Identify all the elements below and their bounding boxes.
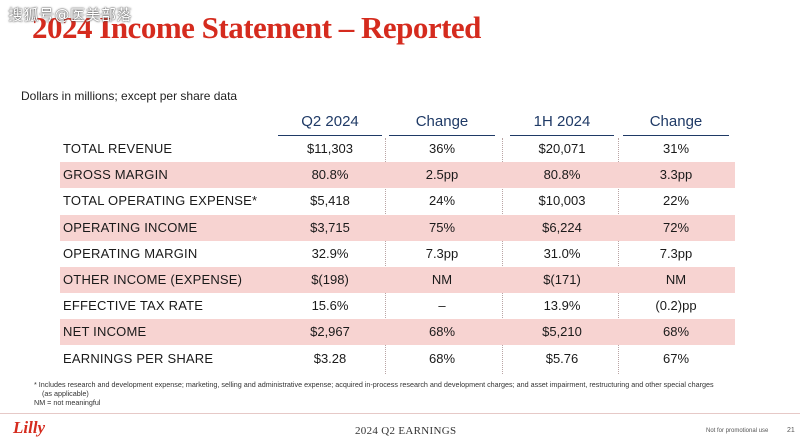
cell-q2-2024: 15.6% [311, 298, 349, 314]
cell-1h-change: 31% [662, 141, 690, 156]
row-label: TOTAL OPERATING EXPENSE* [63, 193, 258, 209]
footnote: * Includes research and development expe… [34, 380, 714, 407]
column-divider [385, 138, 387, 374]
cell-q2-change: 2.5pp [425, 167, 459, 183]
cell-1h-change: (0.2)pp [655, 298, 697, 314]
row-label: OPERATING INCOME [63, 219, 198, 235]
cell-q2-2024: $2,967 [310, 324, 350, 340]
footer-disclaimer: Not for promotional use [706, 428, 769, 434]
cell-1h-change: 7.3pp [659, 245, 693, 261]
cell-q2-change: – [438, 298, 446, 314]
row-label: TOTAL REVENUE [63, 141, 173, 156]
cell-q2-change: 7.3pp [425, 245, 459, 261]
cell-q2-2024: $(198) [311, 272, 349, 287]
units-subtitle: Dollars in millions; except per share da… [21, 89, 238, 103]
cell-1h-2024: $5,210 [542, 324, 582, 340]
column-header-q2-2024: Q2 2024 [278, 111, 382, 136]
cell-q2-2024: $3.28 [313, 350, 347, 366]
cell-q2-2024: $11,303 [306, 141, 354, 156]
column-header-1h-2024: 1H 2024 [510, 111, 614, 136]
row-label: OTHER INCOME (EXPENSE) [63, 272, 243, 287]
cell-1h-2024: $20,071 [538, 141, 586, 156]
table-row: OPERATING MARGIN 32.9% 7.3pp 31.0% 7.3pp [60, 241, 735, 267]
cell-1h-change: 68% [662, 324, 690, 340]
table-row: EFFECTIVE TAX RATE 15.6% – 13.9% (0.2)pp [60, 293, 735, 319]
cell-q2-change: 24% [428, 193, 456, 209]
row-label: GROSS MARGIN [63, 167, 168, 183]
table-row: NET INCOME $2,967 68% $5,210 68% [60, 319, 735, 346]
row-label: OPERATING MARGIN [63, 245, 198, 261]
table-row: OTHER INCOME (EXPENSE) $(198) NM $(171) NM [60, 267, 735, 293]
cell-1h-2024: $10,003 [538, 193, 586, 209]
footnote-line: (as applicable) [42, 389, 89, 398]
column-header-1h-change: Change [623, 111, 729, 136]
cell-1h-change: 3.3pp [659, 167, 693, 183]
cell-q2-2024: $5,418 [310, 193, 350, 209]
column-header-q2-change: Change [389, 111, 495, 136]
footer-title: 2024 Q2 EARNINGS [355, 425, 457, 437]
cell-q2-change: 75% [428, 219, 456, 235]
cell-q2-2024: 80.8% [311, 167, 349, 183]
column-divider [618, 138, 620, 374]
page-number: 21 [787, 427, 795, 434]
cell-q2-change: 36% [428, 141, 456, 156]
row-label: EARNINGS PER SHARE [63, 350, 214, 366]
row-label: EFFECTIVE TAX RATE [63, 298, 204, 314]
table-row: EARNINGS PER SHARE $3.28 68% $5.76 67% [60, 346, 735, 372]
cell-1h-change: 72% [662, 219, 690, 235]
footer-divider [0, 413, 800, 414]
cell-1h-2024: $5.76 [545, 350, 579, 366]
cell-1h-change: NM [665, 272, 687, 287]
cell-q2-change: 68% [428, 324, 456, 340]
cell-1h-2024: 80.8% [543, 167, 581, 183]
cell-q2-2024: $3,715 [310, 219, 350, 235]
footnote-line: * Includes research and development expe… [34, 380, 714, 389]
cell-q2-change: NM [431, 272, 453, 287]
table-row: TOTAL OPERATING EXPENSE* $5,418 24% $10,003… [60, 188, 735, 214]
table-row: GROSS MARGIN 80.8% 2.5pp 80.8% 3.3pp [60, 162, 735, 189]
cell-1h-change: 22% [662, 193, 690, 209]
page-title: 2024 Income Statement – Reported [32, 10, 481, 45]
watermark-text: 搜狐号@医美部落 [8, 6, 133, 24]
footnote-line: NM = not meaningful [34, 398, 101, 407]
cell-1h-2024: $(171) [543, 272, 581, 287]
cell-1h-2024: 31.0% [543, 245, 581, 261]
table-row: OPERATING INCOME $3,715 75% $6,224 72% [60, 214, 735, 241]
cell-1h-change: 67% [662, 350, 690, 366]
table-row: TOTAL REVENUE $11,303 36% $20,071 31% [60, 136, 735, 162]
cell-q2-2024: 32.9% [311, 245, 349, 261]
cell-1h-2024: 13.9% [543, 298, 581, 314]
row-label: NET INCOME [63, 324, 147, 340]
company-logo: Lilly [13, 418, 46, 437]
cell-q2-change: 68% [428, 350, 456, 366]
column-divider [502, 138, 504, 374]
cell-1h-2024: $6,224 [542, 219, 582, 235]
